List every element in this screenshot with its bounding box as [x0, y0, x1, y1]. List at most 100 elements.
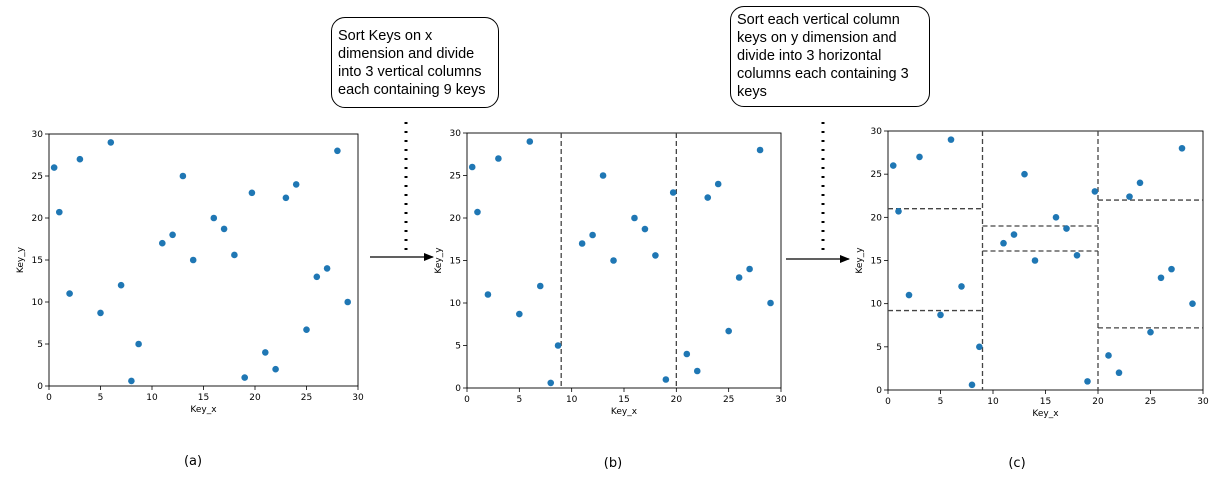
data-point: [947, 136, 955, 143]
x-tick-label: 15: [198, 393, 209, 403]
y-tick-label: 0: [37, 382, 43, 392]
y-tick-label: 25: [450, 172, 461, 182]
data-point: [1091, 188, 1099, 195]
data-point: [495, 155, 502, 162]
y-tick-label: 10: [450, 299, 462, 309]
data-point: [135, 340, 142, 348]
data-point: [905, 291, 913, 299]
data-point: [1063, 225, 1070, 232]
data-point: [536, 282, 544, 290]
y-tick-label: 10: [32, 298, 44, 308]
x-tick-label: 10: [566, 395, 578, 405]
y-axis-label: Key_y: [434, 247, 444, 274]
x-tick-label: 25: [301, 393, 312, 403]
data-point: [547, 379, 555, 387]
y-tick-label: 15: [871, 257, 882, 267]
data-point: [662, 376, 670, 383]
data-point: [1000, 239, 1007, 247]
data-point: [107, 139, 115, 146]
data-point: [1136, 179, 1144, 187]
data-point: [756, 146, 764, 154]
y-tick-label: 0: [455, 384, 461, 394]
data-point: [468, 163, 476, 171]
data-point: [1147, 328, 1154, 336]
plot-c: 0 5 10 15 20 25 30 0 5 10 15 20 25 30 Key_x Key_y (c): [855, 127, 1209, 471]
data-point: [210, 214, 218, 222]
x-tick-label: 20: [671, 395, 683, 405]
data-point: [916, 153, 923, 161]
data-point: [231, 251, 238, 259]
y-tick-label: 20: [32, 214, 44, 224]
data-point: [50, 164, 58, 171]
data-point: [1073, 252, 1081, 259]
data-point: [1105, 352, 1112, 359]
data-point: [968, 381, 976, 389]
y-tick-label: 0: [876, 386, 882, 396]
y-tick-label: 10: [871, 300, 883, 310]
x-tick-label: 20: [249, 393, 261, 403]
x-tick-label: 30: [1197, 397, 1209, 407]
data-point: [484, 291, 492, 298]
data-point: [323, 265, 331, 272]
y-axis-label: Key_y: [16, 246, 26, 273]
data-point: [631, 214, 638, 222]
data-point: [66, 290, 73, 297]
data-point: [474, 208, 481, 216]
y-tick-label: 5: [37, 340, 43, 350]
y-tick-label: 5: [876, 343, 882, 353]
data-point: [704, 194, 712, 201]
x-tick-label: 30: [352, 393, 364, 403]
data-point: [1189, 300, 1196, 307]
x-axis-label: Key_x: [190, 405, 217, 415]
data-point: [578, 240, 586, 247]
data-point: [641, 225, 649, 233]
data-point: [746, 265, 753, 273]
x-tick-label: 25: [1145, 397, 1156, 407]
data-point: [282, 194, 290, 202]
data-point: [526, 138, 534, 145]
data-point: [1021, 170, 1028, 178]
data-point: [958, 283, 965, 290]
data-point: [56, 208, 63, 216]
axes-frame: [466, 132, 782, 389]
data-point: [272, 365, 279, 373]
data-point: [693, 367, 701, 375]
y-tick-label: 30: [871, 127, 883, 137]
data-point: [179, 172, 187, 180]
data-point: [117, 281, 125, 289]
data-point: [1115, 369, 1123, 377]
data-point: [344, 298, 352, 306]
data-point: [76, 155, 84, 163]
data-point: [714, 180, 722, 188]
axes-frame: [48, 133, 359, 387]
x-tick-label: 10: [146, 393, 158, 403]
panel-caption: (a): [184, 454, 202, 469]
data-point: [1010, 231, 1018, 238]
data-point: [313, 273, 321, 281]
data-point: [262, 349, 269, 356]
data-point: [610, 257, 617, 264]
data-point: [292, 181, 300, 188]
data-point: [1126, 193, 1133, 200]
x-tick-label: 10: [987, 397, 999, 407]
data-point: [652, 252, 659, 259]
data-point: [97, 309, 104, 317]
data-point: [554, 342, 562, 349]
data-point: [1031, 257, 1039, 264]
x-axis-label: Key_x: [611, 407, 638, 417]
data-point: [334, 147, 341, 155]
data-point: [303, 326, 310, 334]
y-tick-label: 20: [450, 214, 462, 224]
data-point: [735, 274, 743, 281]
panel-caption: (c): [1008, 456, 1025, 471]
y-tick-label: 30: [32, 130, 44, 140]
x-tick-label: 5: [516, 395, 522, 405]
x-tick-label: 25: [723, 395, 734, 405]
data-point: [189, 256, 197, 264]
data-point: [669, 189, 677, 196]
plot-a: 0 5 10 15 20 25 30 0 5 10 15 20 25 30 Key_x Key_y (a): [16, 130, 364, 469]
axes-frame: [887, 130, 1204, 391]
y-axis-label: Key_y: [855, 247, 865, 274]
data-point: [241, 374, 248, 381]
data-point: [889, 162, 897, 169]
